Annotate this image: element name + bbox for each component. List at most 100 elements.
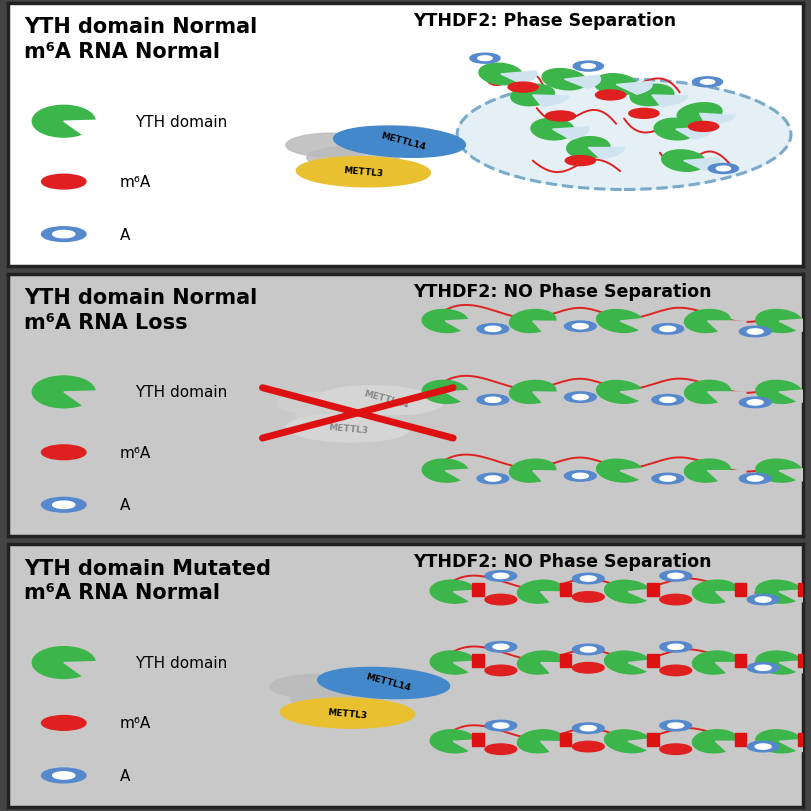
- Circle shape: [485, 397, 501, 403]
- Circle shape: [564, 322, 596, 332]
- Circle shape: [755, 597, 771, 603]
- Bar: [472, 733, 483, 745]
- Ellipse shape: [662, 151, 706, 172]
- Text: m⁶A: m⁶A: [119, 445, 151, 460]
- Wedge shape: [445, 320, 483, 333]
- Ellipse shape: [677, 104, 722, 125]
- Ellipse shape: [756, 460, 802, 483]
- Circle shape: [41, 227, 86, 242]
- Wedge shape: [564, 76, 600, 89]
- Ellipse shape: [286, 134, 379, 158]
- Wedge shape: [779, 319, 811, 333]
- Wedge shape: [616, 82, 652, 95]
- Circle shape: [477, 474, 508, 484]
- Wedge shape: [628, 659, 667, 673]
- Circle shape: [564, 393, 596, 403]
- Circle shape: [573, 741, 604, 752]
- Circle shape: [41, 715, 86, 731]
- Ellipse shape: [756, 310, 802, 333]
- Wedge shape: [533, 471, 571, 483]
- Wedge shape: [533, 96, 569, 107]
- Circle shape: [581, 726, 596, 731]
- Bar: [560, 584, 571, 596]
- Circle shape: [493, 573, 508, 579]
- Wedge shape: [588, 148, 624, 160]
- Ellipse shape: [509, 381, 556, 404]
- Wedge shape: [715, 592, 754, 604]
- Ellipse shape: [597, 310, 644, 333]
- Ellipse shape: [542, 70, 587, 91]
- Wedge shape: [779, 389, 811, 403]
- Text: METTL14: METTL14: [363, 389, 409, 410]
- Wedge shape: [620, 318, 659, 332]
- Circle shape: [581, 647, 596, 652]
- Ellipse shape: [693, 581, 739, 603]
- Wedge shape: [620, 467, 659, 481]
- Circle shape: [573, 723, 604, 733]
- Circle shape: [740, 397, 771, 408]
- Circle shape: [708, 165, 739, 174]
- Wedge shape: [453, 590, 491, 603]
- Circle shape: [740, 474, 771, 484]
- Text: YTHDF2: NO Phase Separation: YTHDF2: NO Phase Separation: [414, 282, 712, 300]
- Text: A: A: [119, 498, 130, 513]
- Circle shape: [477, 324, 508, 335]
- Text: YTH domain: YTH domain: [135, 655, 228, 670]
- Bar: [798, 584, 809, 596]
- Circle shape: [747, 401, 763, 406]
- Circle shape: [485, 571, 517, 581]
- Circle shape: [573, 573, 604, 584]
- Wedge shape: [700, 114, 735, 126]
- Bar: [472, 654, 483, 667]
- Ellipse shape: [291, 689, 384, 712]
- Circle shape: [457, 80, 791, 191]
- Circle shape: [478, 57, 492, 62]
- Circle shape: [629, 109, 659, 119]
- Circle shape: [508, 83, 539, 93]
- Ellipse shape: [307, 148, 399, 172]
- Ellipse shape: [597, 460, 644, 483]
- Circle shape: [747, 476, 763, 482]
- Circle shape: [485, 594, 517, 605]
- Bar: [735, 733, 746, 745]
- Ellipse shape: [594, 75, 638, 96]
- Wedge shape: [541, 663, 579, 675]
- Bar: [647, 654, 659, 667]
- Bar: [560, 654, 571, 667]
- Circle shape: [747, 594, 779, 605]
- Wedge shape: [620, 388, 659, 402]
- Ellipse shape: [32, 647, 95, 679]
- Circle shape: [53, 231, 75, 238]
- Ellipse shape: [335, 386, 419, 409]
- Wedge shape: [779, 589, 811, 603]
- Circle shape: [485, 642, 517, 652]
- Ellipse shape: [517, 581, 564, 603]
- Wedge shape: [552, 128, 589, 140]
- Circle shape: [573, 324, 588, 329]
- Circle shape: [652, 474, 684, 484]
- Circle shape: [595, 91, 625, 101]
- Text: YTH domain: YTH domain: [135, 114, 228, 130]
- Wedge shape: [628, 588, 667, 602]
- Ellipse shape: [684, 381, 731, 404]
- Circle shape: [747, 663, 779, 673]
- Ellipse shape: [756, 581, 802, 603]
- Circle shape: [485, 665, 517, 676]
- Ellipse shape: [531, 119, 574, 141]
- Circle shape: [41, 768, 86, 783]
- Wedge shape: [715, 663, 754, 675]
- Bar: [560, 733, 571, 745]
- Circle shape: [493, 723, 508, 728]
- Circle shape: [660, 327, 676, 332]
- Circle shape: [545, 112, 576, 122]
- Ellipse shape: [756, 730, 802, 753]
- Circle shape: [660, 665, 692, 676]
- Ellipse shape: [597, 381, 644, 404]
- Bar: [472, 584, 483, 596]
- Wedge shape: [64, 661, 117, 679]
- Circle shape: [747, 329, 763, 335]
- Circle shape: [581, 576, 596, 581]
- Circle shape: [667, 723, 684, 728]
- Wedge shape: [779, 739, 811, 752]
- Text: m⁶A: m⁶A: [119, 175, 151, 190]
